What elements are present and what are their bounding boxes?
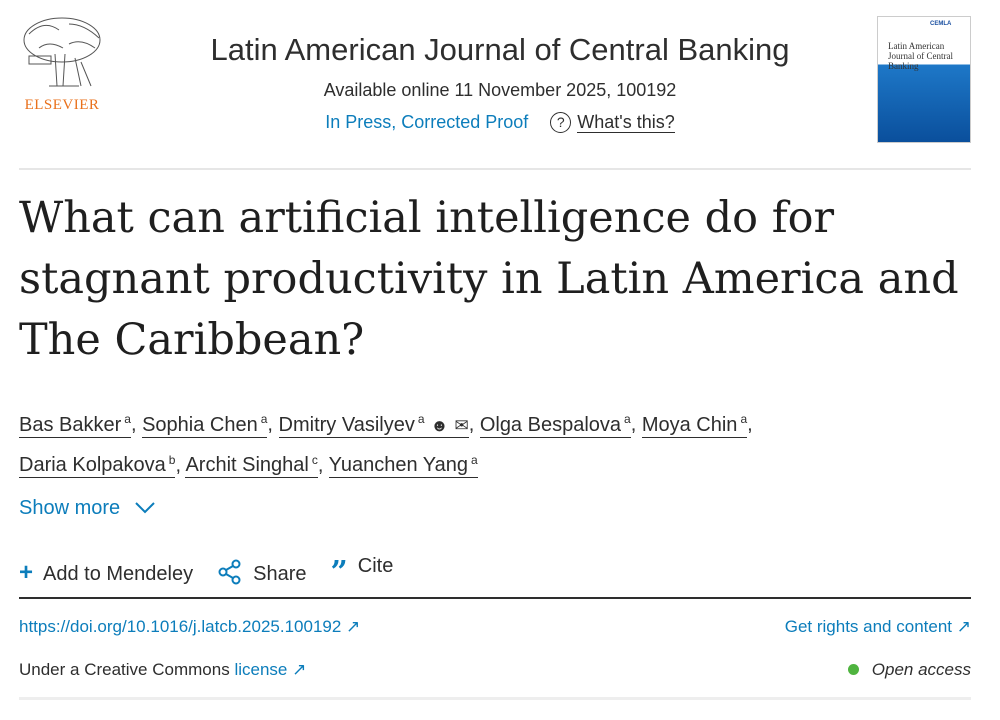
author-link[interactable]: Sophia Chen a [142, 412, 268, 438]
author-link[interactable]: Yuanchen Yang a [328, 452, 478, 479]
affiliation-marker[interactable]: a [417, 412, 425, 426]
affiliation-marker[interactable]: b [168, 452, 176, 467]
show-more-label: Show more [19, 497, 121, 519]
author-name: Sophia Chen [142, 413, 258, 436]
doi-text: https://doi.org/10.1016/j.latcb.2025.100… [19, 617, 342, 636]
divider [19, 697, 971, 700]
chevron-down-icon [135, 502, 155, 514]
whats-this-link[interactable]: What's this? [577, 112, 675, 133]
cite-label: Cite [357, 555, 394, 577]
person-icon: ☻ [430, 415, 449, 435]
divider [19, 168, 971, 170]
author-list: Bas Bakker a, Sophia Chen a, Dmitry Vasily… [19, 412, 753, 479]
author-name: Olga Bespalova [479, 413, 622, 436]
elsevier-tree-icon [23, 17, 101, 87]
author-name: Daria Kolpakova [19, 454, 166, 477]
author-name: Archit Singhal [185, 454, 309, 477]
author-name: Bas Bakker [19, 413, 122, 436]
in-press-link[interactable]: In Press, Corrected Proof [325, 112, 529, 132]
affiliation-marker[interactable]: a [260, 412, 268, 426]
open-access-label: Open access [871, 660, 971, 679]
author-link[interactable]: Daria Kolpakova b [19, 452, 176, 479]
article-actions: + Add to Mendeley Share ” Cite [19, 555, 393, 590]
share-label: Share [253, 563, 307, 585]
cover-brand: CEMLA [930, 21, 952, 27]
show-more-button[interactable]: Show more [19, 497, 156, 520]
journal-cover-image[interactable]: CEMLA Latin American Journal of Central … [877, 16, 971, 143]
question-icon[interactable]: ? [550, 112, 572, 133]
press-status: In Press, Corrected Proof? What's this? [0, 112, 1000, 133]
author-link[interactable]: Bas Bakker a [19, 412, 131, 438]
author-name: Yuanchen Yang [328, 454, 469, 477]
license-text: license [234, 660, 288, 679]
divider [19, 597, 971, 599]
elsevier-wordmark: ELSEVIER [24, 97, 100, 113]
open-access-badge: Open access [847, 660, 971, 680]
open-access-dot-icon [847, 664, 859, 675]
affiliation-marker[interactable]: a [471, 452, 478, 467]
envelope-icon: ✉ [454, 415, 469, 435]
license-prefix: Under a Creative Commons [19, 660, 230, 679]
availability-date: Available online 11 November 2025, 10019… [323, 80, 677, 100]
share-icon [218, 559, 241, 585]
article-title: What can artificial intelligence do for … [19, 193, 959, 365]
affiliation-marker[interactable]: a [624, 412, 631, 426]
quote-icon: ” [330, 555, 348, 590]
elsevier-logo[interactable]: ELSEVIER [18, 14, 106, 114]
license-info: Under a Creative Commons license ↗ [19, 660, 306, 680]
author-link[interactable]: Archit Singhal c [185, 452, 318, 479]
author-link[interactable]: Dmitry Vasilyev a ☻ ✉ [278, 412, 469, 438]
affiliation-marker[interactable]: a [124, 412, 131, 426]
affiliation-marker[interactable]: a [740, 412, 748, 426]
cite-button[interactable]: ” Cite [331, 555, 394, 590]
author-name: Moya Chin [641, 413, 738, 436]
rights-link[interactable]: Get rights and content ↗ [785, 617, 971, 637]
journal-title[interactable]: Latin American Journal of Central Bankin… [210, 32, 790, 67]
add-to-mendeley-button[interactable]: + Add to Mendeley [19, 559, 193, 587]
share-button[interactable]: Share [217, 559, 307, 586]
author-link[interactable]: Olga Bespalova a [479, 412, 631, 438]
author-link[interactable]: Moya Chin a [641, 412, 748, 438]
doi-link[interactable]: https://doi.org/10.1016/j.latcb.2025.100… [19, 617, 360, 637]
external-link-icon: ↗ [956, 617, 971, 636]
cover-title: Latin American Journal of Central Bankin… [888, 41, 953, 71]
external-link-icon: ↗ [346, 617, 361, 636]
mendeley-label: Add to Mendeley [43, 562, 194, 585]
license-link[interactable]: license ↗ [234, 660, 307, 679]
rights-text: Get rights and content [784, 617, 953, 636]
affiliation-marker[interactable]: c [311, 452, 318, 467]
author-name: Dmitry Vasilyev [278, 413, 415, 436]
plus-icon: + [19, 558, 34, 586]
